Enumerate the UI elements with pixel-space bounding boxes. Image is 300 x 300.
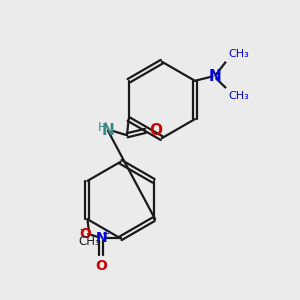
Text: O: O: [149, 123, 162, 138]
Text: O: O: [95, 259, 107, 273]
Text: CH₃: CH₃: [229, 49, 250, 59]
Text: H: H: [98, 121, 107, 134]
Text: +: +: [101, 229, 109, 239]
Text: CH₃: CH₃: [78, 235, 100, 248]
Text: -: -: [79, 223, 84, 236]
Text: N: N: [102, 123, 114, 138]
Text: N: N: [208, 69, 221, 84]
Text: O: O: [79, 227, 91, 241]
Text: CH₃: CH₃: [229, 91, 250, 101]
Text: N: N: [96, 231, 107, 245]
